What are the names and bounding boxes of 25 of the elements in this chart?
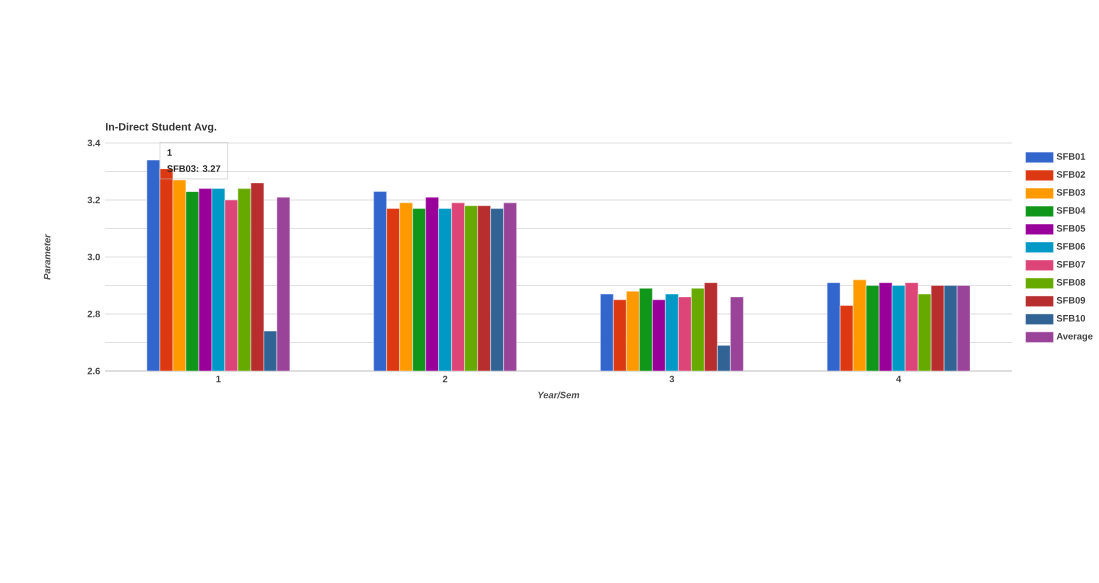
- legend-label: SFB02: [1056, 171, 1086, 178]
- y-tick-label: 3.2: [87, 196, 100, 204]
- annotation: SFB03: 3.27: [167, 165, 221, 172]
- annotation: 1: [167, 149, 172, 156]
- y-tick-label: 2.8: [87, 310, 100, 318]
- y-tick-label: 3.0: [87, 253, 100, 261]
- legend-label: SFB09: [1056, 297, 1086, 304]
- x-tick-label: 1: [216, 375, 221, 383]
- y-tick-label: 3.4: [87, 139, 101, 147]
- legend-label: Average: [1056, 333, 1093, 342]
- legend-label: SFB03: [1056, 189, 1086, 196]
- legend-label: SFB06: [1056, 243, 1086, 250]
- chart-title: In-Direct Student Avg.: [105, 122, 217, 133]
- x-tick-label: 4: [896, 375, 902, 383]
- x-tick-label: 2: [442, 375, 448, 383]
- legend-label: SFB10: [1056, 315, 1086, 322]
- y-axis-title: Parameter: [43, 233, 51, 280]
- legend-label: SFB01: [1056, 153, 1086, 160]
- x-tick-label: 3: [669, 375, 675, 383]
- legend-label: SFB04: [1056, 207, 1086, 214]
- y-tick-label: 2.6: [87, 367, 100, 375]
- legend-label: SFB08: [1056, 279, 1086, 286]
- x-axis-title: Year/Sem: [538, 391, 580, 399]
- legend-label: SFB07: [1056, 261, 1086, 268]
- legend-label: SFB05: [1056, 225, 1086, 232]
